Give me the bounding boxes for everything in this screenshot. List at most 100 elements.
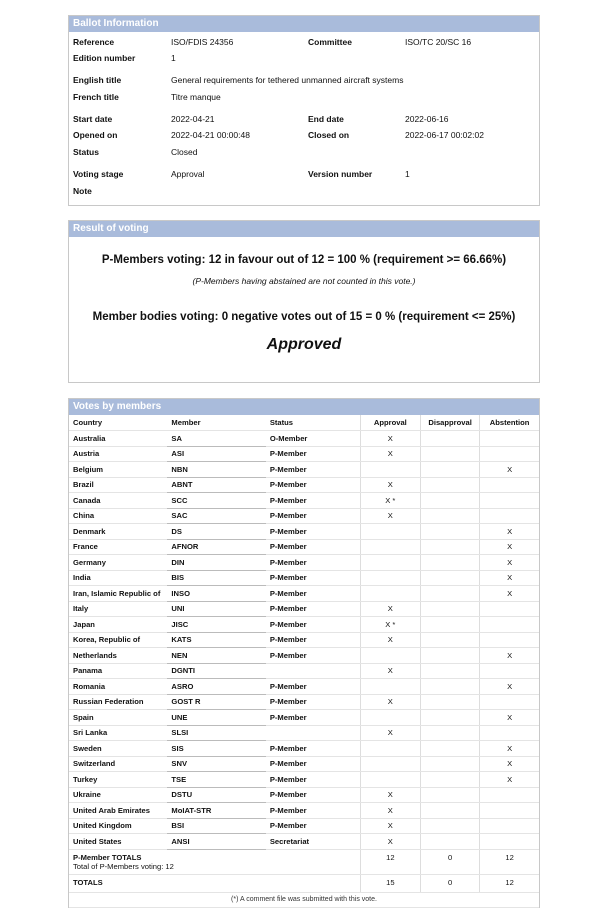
p-members-result: P-Members voting: 12 in favour out of 12… (101, 254, 507, 266)
country-cell: United States (69, 833, 168, 850)
country-cell: Brazil (69, 477, 168, 493)
approval-cell: X (359, 818, 421, 834)
status-cell: P-Member (265, 818, 361, 834)
country-cell: India (69, 570, 168, 586)
member-cell: AFNOR (167, 539, 266, 555)
disapproval-cell (419, 461, 480, 478)
ballot-information-section: Ballot Information Reference ISO/FDIS 243… (68, 15, 540, 206)
disapproval-cell (419, 508, 480, 524)
abstention-cell: X (479, 585, 539, 602)
approval-cell: X (359, 787, 421, 803)
disapproval-cell (419, 709, 480, 726)
total-value: 12 (359, 849, 421, 875)
status-cell: P-Member (265, 523, 361, 540)
table-row: Sweden SIS P-Member X (69, 740, 539, 757)
status-label: Status (73, 147, 99, 157)
member-cell: UNI (167, 601, 266, 617)
member-cell: BIS (167, 570, 266, 586)
approval-cell (359, 678, 421, 695)
disapproval-cell (419, 632, 480, 648)
reference-label: Reference (73, 37, 115, 47)
approval-cell: X (359, 802, 421, 819)
country-cell: Belgium (69, 461, 168, 478)
status-cell: P-Member (265, 756, 361, 772)
abstention-cell: X (479, 756, 539, 772)
french-title-label: French title (73, 92, 119, 102)
status-cell: P-Member (265, 632, 361, 648)
country-cell: Netherlands (69, 647, 168, 664)
abstention-cell (479, 492, 539, 509)
member-cell: NEN (167, 647, 266, 664)
member-cell: ANSI (167, 833, 266, 850)
approval-cell (359, 771, 421, 788)
country-cell: Denmark (69, 523, 168, 540)
start-date-label: Start date (73, 114, 113, 124)
member-bodies-result: Member bodies voting: 0 negative votes o… (92, 311, 516, 323)
status-cell: P-Member (265, 539, 361, 555)
approval-cell (359, 570, 421, 586)
status-cell: P-Member (265, 771, 361, 788)
abstention-cell: X (479, 771, 539, 788)
abstention-cell: X (479, 570, 539, 586)
table-row: Russian Federation GOST R P-Member X (69, 694, 539, 710)
approval-cell: X * (359, 616, 421, 633)
table-row: United Kingdom BSI P-Member X (69, 818, 539, 834)
abstention-cell (479, 601, 539, 617)
country-cell: Iran, Islamic Republic of (69, 585, 168, 602)
approval-cell: X (359, 477, 421, 493)
country-cell: Germany (69, 554, 168, 571)
status-cell: P-Member (265, 492, 361, 509)
abstention-cell: X (479, 740, 539, 757)
section-header: Result of voting (69, 221, 539, 237)
abstention-cell (479, 663, 539, 679)
status-cell: P-Member (265, 740, 361, 757)
approval-cell: X (359, 833, 421, 850)
approval-cell (359, 647, 421, 664)
status-cell: P-Member (265, 446, 361, 462)
footnote: (*) A comment file was submitted with th… (69, 892, 539, 908)
votes-by-members-section: Votes by members Country Member Status A… (68, 398, 540, 908)
version-label: Version number (308, 169, 373, 179)
table-row: Denmark DS P-Member X (69, 523, 539, 540)
status-cell: P-Member (265, 678, 361, 695)
status-cell: P-Member (265, 601, 361, 617)
abstention-cell (479, 833, 539, 850)
disapproval-cell (419, 492, 480, 509)
member-cell: TSE (167, 771, 266, 788)
status-cell: P-Member (265, 787, 361, 803)
abstention-cell (479, 508, 539, 524)
end-date-value: 2022-06-16 (405, 114, 449, 124)
approval-cell: X (359, 663, 421, 679)
country-cell: Romania (69, 678, 168, 695)
member-cell: UNE (167, 709, 266, 726)
totals-label-text: P-Member TOTALS (73, 852, 142, 862)
totals-subtext: Total of P-Members voting: 12 (73, 861, 174, 871)
approval-cell: X (359, 632, 421, 648)
status-cell: P-Member (265, 585, 361, 602)
abstention-cell (479, 477, 539, 493)
end-date-label: End date (308, 114, 344, 124)
col-header: Disapproval (419, 415, 480, 431)
approval-cell (359, 554, 421, 571)
member-cell: DIN (167, 554, 266, 571)
status-cell: P-Member (265, 461, 361, 478)
disapproval-cell (419, 523, 480, 540)
disapproval-cell (419, 585, 480, 602)
country-cell: Russian Federation (69, 694, 168, 710)
english-title-label: English title (73, 75, 122, 85)
col-header: Approval (359, 415, 421, 431)
member-cell: SA (167, 430, 266, 447)
member-cell: DSTU (167, 787, 266, 803)
french-title-value: Titre manque (171, 92, 221, 102)
abstention-cell: X (479, 647, 539, 664)
status-cell: O-Member (265, 430, 361, 447)
table-row: Turkey TSE P-Member X (69, 771, 539, 788)
table-row: Sri Lanka SLSI X (69, 725, 539, 741)
country-cell: Sri Lanka (69, 725, 168, 741)
table-row: Netherlands NEN P-Member X (69, 647, 539, 664)
table-row: Brazil ABNT P-Member X (69, 477, 539, 493)
table-row: Spain UNE P-Member X (69, 709, 539, 726)
disapproval-cell (419, 601, 480, 617)
col-header: Abstention (479, 415, 539, 431)
country-cell: Sweden (69, 740, 168, 757)
